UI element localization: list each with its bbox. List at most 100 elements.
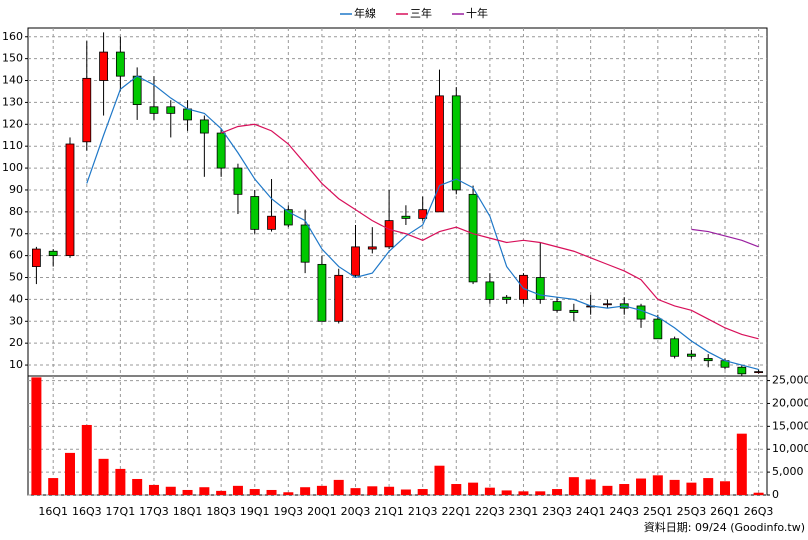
candle-body bbox=[283, 209, 293, 226]
candle-body bbox=[48, 250, 58, 257]
x-tick-label: 22Q1 bbox=[441, 505, 471, 518]
y-tick-label: 60 bbox=[9, 249, 23, 262]
candle-body bbox=[435, 95, 444, 213]
x-tick-label: 20Q3 bbox=[341, 505, 371, 518]
x-tick-label: 21Q1 bbox=[374, 505, 404, 518]
volume-bar bbox=[400, 489, 411, 495]
x-tick-label: 18Q3 bbox=[206, 505, 236, 518]
x-tick-label: 26Q1 bbox=[710, 505, 740, 518]
volume-bar bbox=[619, 484, 630, 495]
volume-bar bbox=[652, 475, 663, 495]
candle-body bbox=[737, 366, 747, 375]
volume-bar bbox=[165, 486, 176, 495]
y2-tick-label: 20,000 bbox=[772, 396, 808, 409]
candle-body bbox=[367, 246, 377, 250]
y-tick-label: 160 bbox=[2, 30, 23, 43]
ma-line bbox=[86, 75, 759, 371]
candle-body bbox=[485, 281, 495, 300]
ma-line bbox=[691, 228, 759, 248]
volume-bar bbox=[434, 465, 445, 495]
x-tick-label: 18Q1 bbox=[173, 505, 203, 518]
x-tick-label: 26Q3 bbox=[744, 505, 774, 518]
volume-bar bbox=[552, 489, 563, 495]
volume-bar bbox=[753, 492, 764, 495]
volume-bar bbox=[669, 479, 680, 495]
x-tick-label: 21Q3 bbox=[408, 505, 438, 518]
volume-bar bbox=[31, 377, 42, 495]
y-tick-label: 20 bbox=[9, 336, 23, 349]
volume-bar bbox=[316, 485, 327, 495]
candle-body bbox=[636, 305, 646, 320]
legend-label: 三年 bbox=[410, 6, 432, 20]
candle-body bbox=[703, 358, 713, 362]
volume-bar bbox=[451, 484, 462, 495]
candle-body bbox=[535, 277, 545, 300]
volume-bar bbox=[384, 486, 395, 495]
volume-bar bbox=[417, 489, 428, 495]
candle-body bbox=[132, 75, 142, 106]
candle-body bbox=[216, 132, 226, 169]
volume-bar bbox=[132, 478, 143, 495]
volume-bar bbox=[585, 479, 596, 495]
x-tick-label: 20Q1 bbox=[307, 505, 337, 518]
volume-bar bbox=[64, 452, 75, 495]
x-tick-label: 17Q1 bbox=[106, 505, 136, 518]
candle-body bbox=[166, 106, 176, 114]
candle-body bbox=[569, 309, 579, 313]
x-tick-label: 23Q1 bbox=[509, 505, 539, 518]
volume-bar bbox=[283, 492, 294, 495]
candle-body bbox=[687, 353, 696, 357]
volume-bar bbox=[468, 482, 479, 495]
y-tick-label: 50 bbox=[9, 271, 23, 284]
candle-body bbox=[99, 51, 108, 81]
y2-tick-label: 0 bbox=[772, 488, 779, 501]
volume-bar bbox=[266, 489, 277, 495]
candle-body bbox=[384, 220, 394, 248]
x-tick-label: 24Q1 bbox=[576, 505, 606, 518]
volume-bar bbox=[703, 478, 714, 495]
candle-body bbox=[670, 338, 680, 357]
x-tick-label: 19Q3 bbox=[274, 505, 304, 518]
candle-body bbox=[653, 318, 663, 340]
x-tick-label: 25Q3 bbox=[677, 505, 707, 518]
volume-bar bbox=[720, 481, 731, 495]
volume-bar bbox=[148, 484, 159, 495]
x-tick-label: 22Q3 bbox=[475, 505, 505, 518]
candle-body bbox=[267, 215, 276, 230]
volume-bar bbox=[602, 485, 613, 495]
candle-body bbox=[334, 274, 344, 322]
candle-body bbox=[468, 193, 478, 283]
candle-body bbox=[401, 215, 411, 219]
volume-bar bbox=[350, 488, 361, 495]
candle-body bbox=[250, 196, 260, 230]
y-tick-label: 110 bbox=[2, 139, 23, 152]
y-tick-label: 40 bbox=[9, 292, 23, 305]
volume-bar bbox=[182, 489, 193, 495]
candle-body bbox=[351, 246, 360, 276]
candle-body bbox=[65, 143, 75, 257]
volume-bar bbox=[535, 491, 546, 495]
legend-label: 十年 bbox=[466, 6, 488, 20]
candle-body bbox=[317, 263, 327, 322]
footnote: 資料日期: 09/24 (Goodinfo.tw) bbox=[644, 520, 805, 534]
volume-bar bbox=[249, 489, 260, 495]
candle-body bbox=[603, 303, 612, 306]
x-tick-label: 23Q3 bbox=[542, 505, 572, 518]
volume-bar bbox=[501, 490, 512, 495]
y-tick-label: 80 bbox=[9, 205, 23, 218]
y-tick-label: 100 bbox=[2, 161, 23, 174]
y-tick-label: 10 bbox=[9, 358, 23, 371]
candle-body bbox=[82, 77, 92, 143]
volume-bar bbox=[636, 478, 647, 495]
candle-body bbox=[418, 209, 428, 219]
legend-label: 年線 bbox=[354, 6, 376, 20]
y-tick-label: 130 bbox=[2, 95, 23, 108]
x-tick-label: 24Q3 bbox=[609, 505, 639, 518]
candle-body bbox=[149, 106, 159, 114]
volume-bar bbox=[686, 482, 697, 495]
y2-tick-label: 25,000 bbox=[772, 374, 808, 387]
volume-bar bbox=[216, 490, 227, 495]
volume-bar bbox=[568, 477, 579, 495]
volume-bar bbox=[300, 487, 311, 495]
